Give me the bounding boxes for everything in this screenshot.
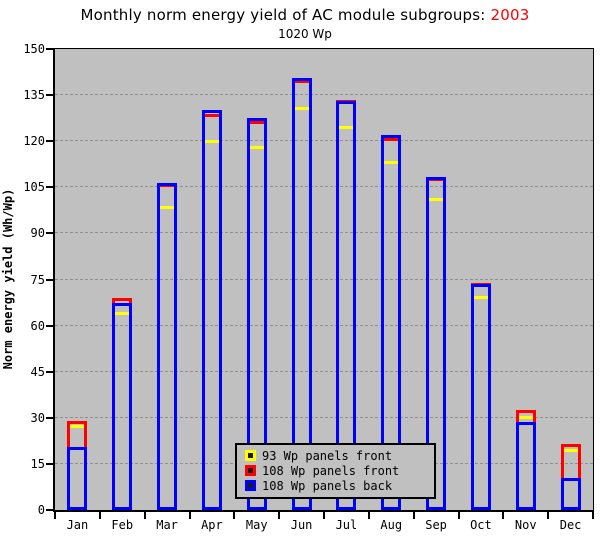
chart-title-year: 2003 [490, 6, 530, 24]
gridline-75 [55, 278, 593, 280]
legend-swatch-icon [245, 480, 256, 491]
x-axis-label-dec: Dec [559, 518, 582, 532]
legend-item-2: 108 Wp panels back [245, 478, 429, 493]
y-tick-30 [46, 416, 53, 419]
y-tick-90 [46, 232, 53, 235]
gridline-90 [55, 232, 593, 234]
bar-jun-series2 [291, 78, 312, 510]
bar-may-series2 [246, 118, 267, 510]
x-axis-label-nov: Nov [514, 518, 537, 532]
y-tick-45 [46, 370, 53, 373]
gridline-60 [55, 324, 593, 326]
legend-label: 93 Wp panels front [262, 448, 393, 463]
legend-item-0: 93 Wp panels front [245, 448, 429, 463]
x-axis-label-may: May [245, 518, 268, 532]
y-tick-label-60: 60 [30, 318, 45, 333]
bar-apr-series2 [201, 110, 222, 510]
y-tick-label-75: 75 [30, 272, 45, 287]
x-axis-label-sep: Sep [425, 518, 447, 532]
y-tick-label-15: 15 [30, 456, 45, 471]
y-tick-105 [46, 186, 53, 189]
bar-feb-series2 [112, 302, 133, 510]
bar-jan-series2 [67, 447, 88, 510]
bar-oct-series2 [470, 284, 491, 510]
x-axis-label-jun: Jun [290, 518, 313, 532]
y-tick-0 [46, 509, 53, 511]
x-axis-label-apr: Apr [201, 518, 223, 532]
x-tick-6 [323, 512, 325, 519]
legend-label: 108 Wp panels front [262, 463, 400, 478]
x-axis-label-feb: Feb [111, 518, 134, 532]
x-tick-10 [502, 512, 505, 519]
gridline-30 [55, 416, 593, 418]
chart-title-text: Monthly norm energy yield of AC module s… [80, 6, 491, 24]
chart-title: Monthly norm energy yield of AC module s… [0, 6, 610, 24]
y-tick-label-0: 0 [37, 503, 45, 517]
y-tick-120 [46, 140, 53, 143]
legend-swatch-icon [245, 465, 256, 476]
y-tick-label-135: 135 [23, 88, 45, 103]
legend: 93 Wp panels front 108 Wp panels front 108… [235, 443, 436, 499]
legend-label: 108 Wp panels back [262, 478, 393, 493]
x-axis-label-jan: Jan [66, 518, 89, 532]
x-axis-label-aug: Aug [380, 518, 403, 532]
bar-sep-series2 [426, 176, 447, 510]
y-tick-150 [46, 48, 53, 50]
y-tick-75 [46, 278, 53, 281]
x-tick-7 [367, 512, 370, 519]
y-tick-label-120: 120 [23, 134, 45, 149]
x-axis-label-mar: Mar [156, 518, 178, 532]
gridline-45 [55, 370, 593, 372]
x-tick-12 [592, 512, 594, 519]
x-tick-8 [412, 512, 415, 519]
x-tick-3 [188, 512, 191, 519]
bar-nov-series2 [515, 422, 536, 510]
x-tick-5 [278, 512, 281, 519]
y-tick-15 [46, 462, 53, 465]
x-axis-label-oct: Oct [470, 518, 492, 532]
bar-aug-series2 [381, 135, 402, 510]
y-tick-label-90: 90 [30, 226, 45, 241]
y-tick-135 [46, 94, 53, 97]
x-tick-9 [457, 512, 460, 519]
x-tick-11 [547, 512, 550, 519]
gridline-135 [55, 94, 593, 96]
legend-swatch-icon [245, 450, 256, 461]
bar-mar-series2 [157, 182, 178, 510]
legend-item-1: 108 Wp panels front [245, 463, 429, 478]
y-tick-60 [46, 324, 53, 327]
x-tick-4 [233, 512, 236, 519]
y-tick-label-150: 150 [23, 42, 45, 56]
x-tick-1 [98, 512, 101, 519]
plot-area: 93 Wp panels front 108 Wp panels front 108… [23, 42, 594, 532]
gridline-120 [55, 140, 593, 142]
chart-subtitle: 1020 Wp [278, 27, 332, 41]
y-tick-label-45: 45 [30, 364, 45, 379]
gridline-105 [55, 186, 593, 188]
bar-jul-series2 [336, 101, 357, 510]
y-tick-label-105: 105 [23, 180, 45, 195]
x-axis-label-jul: Jul [335, 518, 358, 532]
x-tick-0 [54, 512, 56, 519]
bar-dec-series2 [560, 477, 581, 510]
x-tick-2 [143, 512, 146, 519]
y-tick-label-30: 30 [30, 410, 45, 425]
